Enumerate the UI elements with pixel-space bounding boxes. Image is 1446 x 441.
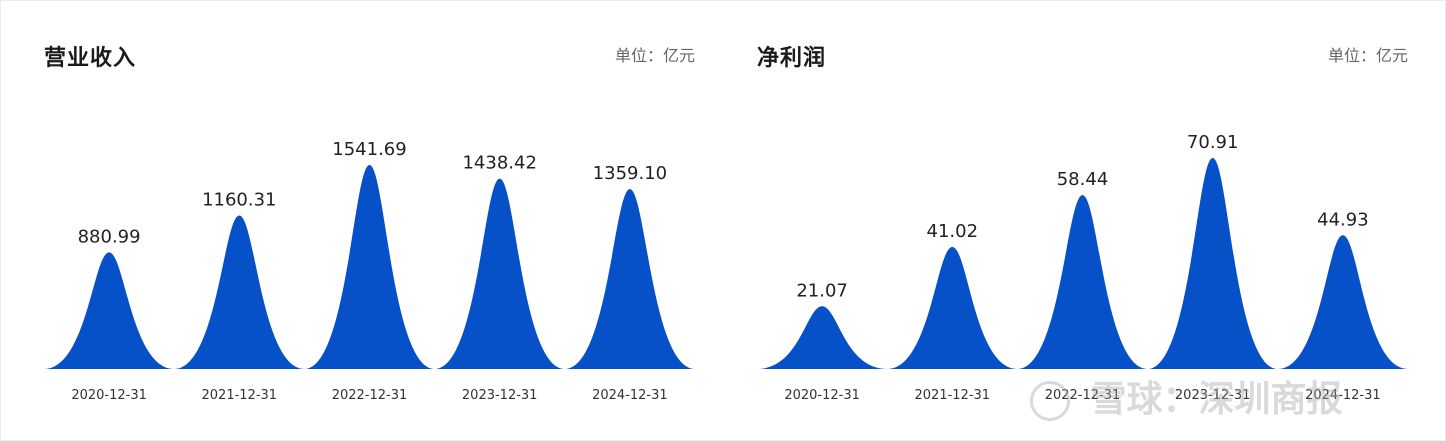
data-label: 58.44: [1057, 169, 1109, 190]
snowball-logo-icon: [1030, 381, 1070, 421]
peak-mark: [1277, 235, 1408, 369]
watermark-text: 雪球：深圳商报: [1090, 379, 1343, 420]
data-label: 1359.10: [593, 163, 667, 184]
x-tick-label: 2020-12-31: [784, 388, 860, 403]
peak-mark: [564, 189, 695, 369]
x-tick-label: 2024-12-31: [592, 388, 668, 403]
x-tick-label: 2023-12-31: [462, 388, 538, 403]
peak-mark: [757, 306, 888, 369]
revenue-chart-panel: 营业收入 单位：亿元 880.99 2020-12-31 1160.31 2021-1…: [44, 46, 695, 403]
net-profit-chart-plot: 21.072020-12-3141.022021-12-3158.442022-…: [757, 132, 1408, 403]
chart-unit-label: 单位：亿元: [614, 46, 695, 65]
data-label: 41.02: [927, 221, 979, 242]
peak-mark: [1147, 158, 1278, 369]
x-tick-label: 2022-12-31: [332, 388, 408, 403]
chart-title: 营业收入: [44, 46, 137, 71]
net-profit-chart-panel: 净利润 单位：亿元 21.07 2020-12-31 41.02 2021-12-31…: [723, 0, 1446, 441]
chart-title: 净利润: [757, 46, 827, 71]
x-tick-label: 2021-12-31: [915, 388, 991, 403]
x-tick-label: 2023-12-31: [1175, 388, 1251, 403]
data-label: 70.91: [1187, 132, 1239, 153]
data-label: 1438.42: [462, 153, 536, 174]
watermark: 雪球：深圳商报: [1030, 370, 1343, 422]
x-tick-label: 2020-12-31: [71, 388, 147, 403]
peak-mark: [304, 165, 435, 369]
data-label: 21.07: [796, 280, 848, 301]
peak-mark: [1017, 195, 1148, 369]
x-tick-label: 2021-12-31: [202, 388, 278, 403]
peak-mark: [887, 246, 1018, 369]
peak-mark: [44, 252, 175, 369]
revenue-chart-plot: 880.99 2020-12-31 1160.31 2021-12-31 1541.69…: [44, 139, 695, 403]
peak-mark: [174, 215, 305, 369]
data-label: 1160.31: [202, 189, 276, 210]
peak-mark: [434, 178, 565, 369]
data-label: 880.99: [78, 226, 141, 247]
data-label: 1541.69: [332, 139, 406, 160]
x-tick-label: 2024-12-31: [1305, 388, 1381, 403]
data-label: 44.93: [1317, 209, 1369, 230]
chart-unit-label: 单位：亿元: [1327, 46, 1408, 65]
